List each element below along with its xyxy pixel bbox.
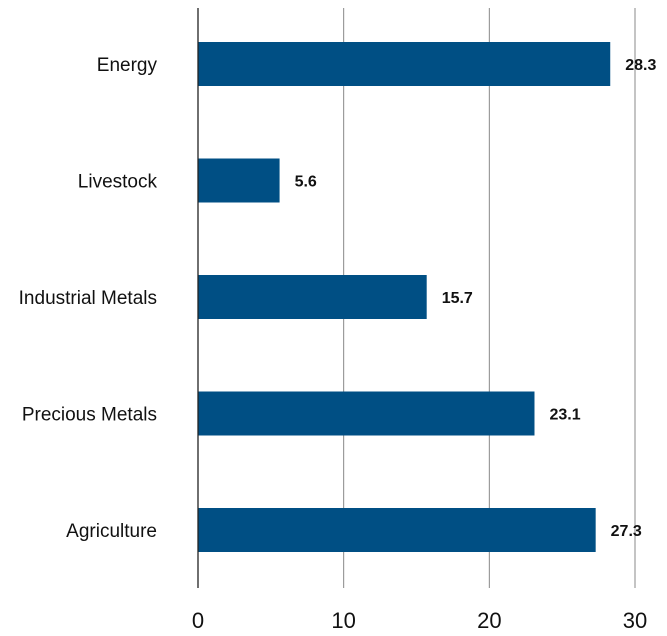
bar-industrial-metals [198, 275, 427, 319]
category-labels: Energy Livestock Industrial Metals Precious… [19, 55, 158, 542]
bar-energy [198, 42, 611, 86]
value-label-agriculture: 27.3 [611, 523, 642, 540]
x-tick-labels: 0 10 20 30 [192, 608, 647, 633]
value-label-industrial-metals: 15.7 [442, 290, 473, 307]
category-label-precious-metals: Precious Metals [22, 405, 157, 426]
value-label-energy: 28.3 [625, 57, 656, 74]
category-label-livestock: Livestock [78, 172, 158, 193]
bar-agriculture [198, 508, 596, 552]
value-labels: 28.3 5.6 15.7 23.1 27.3 [295, 57, 657, 540]
bar-precious-metals [198, 391, 535, 436]
category-label-energy: Energy [97, 55, 158, 76]
bar-livestock [198, 158, 280, 203]
x-tick-label-20: 20 [477, 608, 501, 633]
x-tick-label-10: 10 [331, 608, 355, 633]
category-label-industrial-metals: Industrial Metals [19, 288, 157, 309]
value-label-precious-metals: 23.1 [549, 407, 580, 424]
bars [198, 42, 611, 552]
category-label-agriculture: Agriculture [66, 521, 157, 542]
value-label-livestock: 5.6 [295, 174, 317, 191]
x-tick-label-30: 30 [623, 608, 647, 633]
x-tick-label-0: 0 [192, 608, 204, 633]
